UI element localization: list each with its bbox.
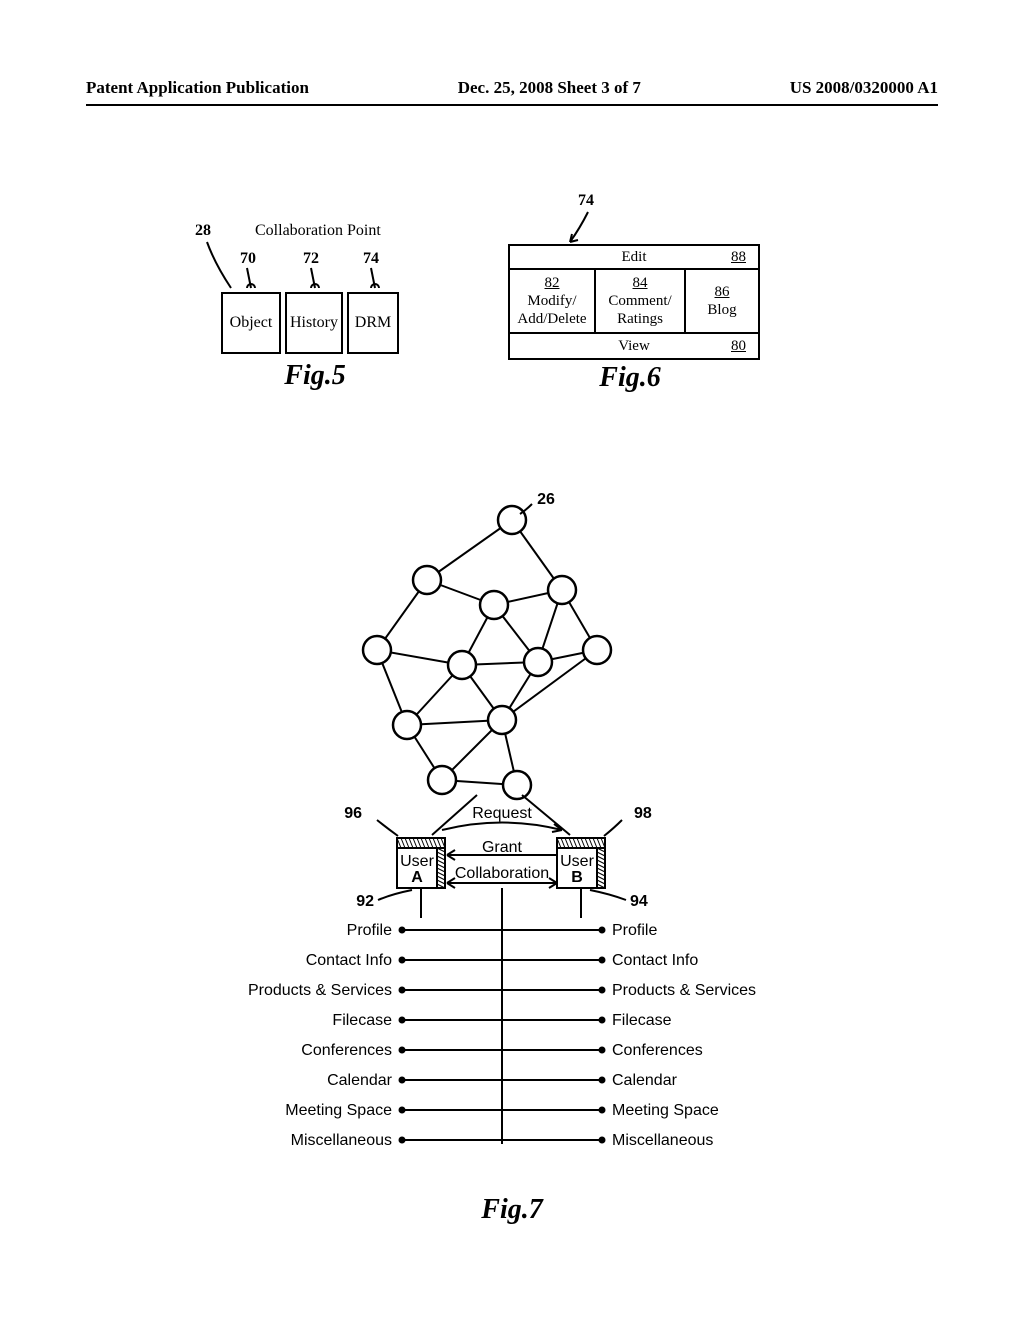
svg-text:B: B bbox=[571, 869, 583, 886]
svg-text:Miscellaneous: Miscellaneous bbox=[612, 1132, 713, 1149]
fig7-caption: Fig.7 bbox=[0, 1194, 1024, 1226]
svg-text:Products & Services: Products & Services bbox=[612, 982, 756, 999]
svg-text:94: 94 bbox=[630, 893, 648, 910]
fig5-box-drm: DRM bbox=[347, 292, 399, 354]
fig6-middle-row: 82Modify/Add/Delete84Comment/Ratings86Bl… bbox=[510, 270, 758, 334]
svg-text:Conferences: Conferences bbox=[301, 1042, 392, 1059]
fig6-table: Edit 88 82Modify/Add/Delete84Comment/Rat… bbox=[508, 244, 760, 360]
fig6-cell: 86Blog bbox=[686, 270, 758, 332]
svg-text:Collaboration: Collaboration bbox=[455, 865, 549, 882]
svg-text:92: 92 bbox=[356, 893, 374, 910]
svg-text:User: User bbox=[400, 853, 434, 870]
fig6-edit-row: Edit 88 bbox=[510, 246, 758, 268]
header-right: US 2008/0320000 A1 bbox=[790, 78, 938, 98]
svg-text:Grant: Grant bbox=[482, 839, 523, 856]
ref-88: 88 bbox=[731, 248, 746, 266]
svg-text:Profile: Profile bbox=[612, 922, 657, 939]
svg-text:Products & Services: Products & Services bbox=[248, 982, 392, 999]
fig5-box-history: History bbox=[285, 292, 343, 354]
svg-text:Profile: Profile bbox=[347, 922, 392, 939]
ref-80: 80 bbox=[731, 337, 746, 355]
fig6-view-row: View 80 bbox=[510, 334, 758, 358]
svg-text:Miscellaneous: Miscellaneous bbox=[291, 1132, 392, 1149]
header-divider bbox=[86, 104, 938, 106]
fig6-cell: 82Modify/Add/Delete bbox=[510, 270, 596, 332]
svg-text:98: 98 bbox=[634, 805, 652, 822]
svg-text:Contact Info: Contact Info bbox=[612, 952, 698, 969]
fig7-svg: 26RequestGrantCollaborationUserAUserB969… bbox=[202, 490, 822, 1190]
fig6-cell: 84Comment/Ratings bbox=[596, 270, 686, 332]
header-left: Patent Application Publication bbox=[86, 78, 309, 98]
svg-text:Request: Request bbox=[472, 805, 532, 822]
svg-text:Meeting Space: Meeting Space bbox=[285, 1102, 392, 1119]
svg-text:26: 26 bbox=[537, 491, 555, 508]
svg-text:Meeting Space: Meeting Space bbox=[612, 1102, 719, 1119]
figure-7: 26RequestGrantCollaborationUserAUserB969… bbox=[0, 490, 1024, 1226]
svg-text:Filecase: Filecase bbox=[332, 1012, 392, 1029]
svg-text:A: A bbox=[411, 869, 423, 886]
svg-text:Calendar: Calendar bbox=[327, 1072, 393, 1089]
fig5-box-object: Object bbox=[221, 292, 281, 354]
fig6-caption: Fig.6 bbox=[490, 362, 770, 394]
svg-text:Filecase: Filecase bbox=[612, 1012, 672, 1029]
fig5-caption: Fig.5 bbox=[185, 360, 445, 392]
svg-text:User: User bbox=[560, 853, 594, 870]
patent-header: Patent Application Publication Dec. 25, … bbox=[0, 78, 1024, 98]
svg-text:96: 96 bbox=[344, 805, 362, 822]
svg-text:Contact Info: Contact Info bbox=[306, 952, 392, 969]
header-center: Dec. 25, 2008 Sheet 3 of 7 bbox=[458, 78, 641, 98]
svg-text:Calendar: Calendar bbox=[612, 1072, 678, 1089]
svg-text:Conferences: Conferences bbox=[612, 1042, 703, 1059]
